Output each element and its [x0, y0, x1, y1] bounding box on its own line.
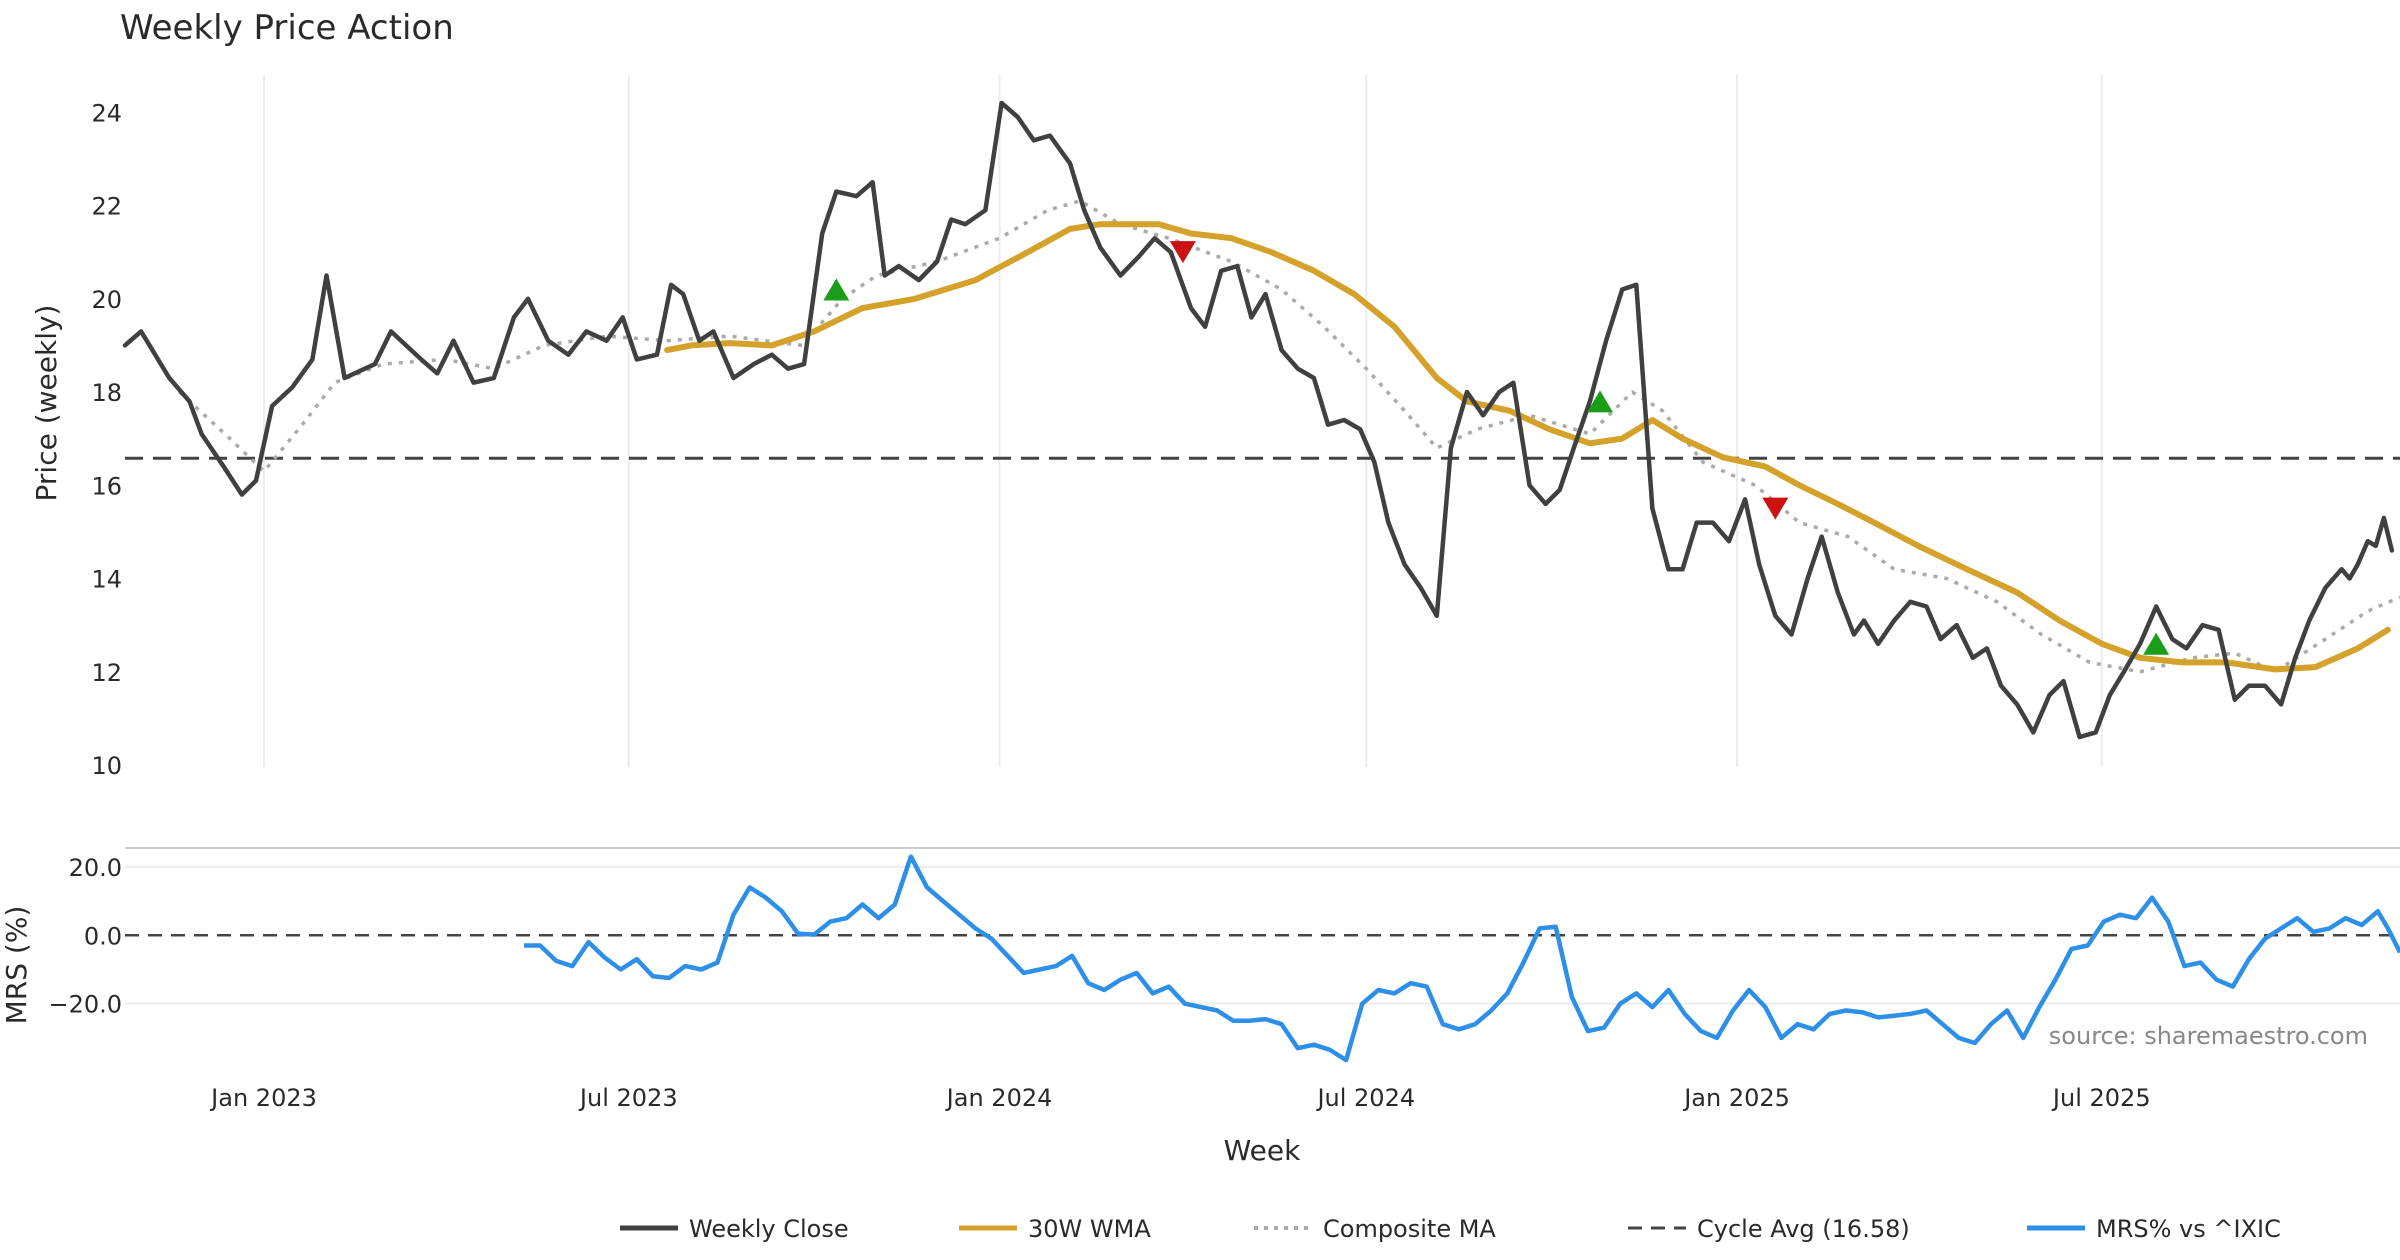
- source-note: source: sharemaestro.com: [2049, 1022, 2368, 1050]
- x-tick-jul-2024: Jul 2024: [1315, 1084, 1415, 1112]
- x-axis-label: Week: [1224, 1134, 1301, 1167]
- mrs-panel-grid: [125, 865, 2400, 1005]
- buy-signal-marker-4: [2143, 632, 2170, 655]
- x-tick-jan-2025: Jan 2025: [1682, 1084, 1790, 1112]
- 30w-wma-line: [664, 221, 2391, 673]
- mrs-series-group: [524, 854, 2400, 1063]
- sell-signal-marker-3: [1762, 497, 1789, 520]
- x-tick-jul-2025: Jul 2025: [2051, 1084, 2151, 1112]
- legend-label-cycle-avg-16-58: Cycle Avg (16.58): [1697, 1215, 1910, 1243]
- x-tick-jan-2023: Jan 2023: [209, 1084, 317, 1112]
- chart-legend: Weekly Close 30W WMA Composite MA Cycle Avg…: [620, 1215, 2281, 1243]
- price-y-tick-14: 14: [91, 566, 122, 594]
- price-y-tick-20: 20: [91, 286, 122, 314]
- buy-signal-marker-2: [1587, 390, 1614, 413]
- price-panel-grid: [263, 75, 2103, 767]
- mrs-y-axis: 20.0 0.0 −20.0: [48, 854, 122, 1019]
- mrs-line: [524, 854, 2400, 1063]
- price-y-tick-16: 16: [91, 472, 122, 500]
- chart-title: Weekly Price Action: [120, 8, 454, 48]
- price-y-tick-12: 12: [91, 659, 122, 687]
- legend-label-30w-wma: 30W WMA: [1028, 1215, 1151, 1243]
- legend-label-weekly-close: Weekly Close: [689, 1215, 849, 1243]
- price-y-axis: 10 12 14 16 18 20 22 24: [91, 99, 122, 780]
- buy-signal-marker-0: [823, 278, 850, 301]
- mrs-y-tick-2: −20.0: [48, 991, 122, 1019]
- composite-ma-line: [178, 199, 2400, 674]
- weekly-close-line: [122, 100, 2395, 740]
- sell-signal-marker-1: [1169, 241, 1196, 264]
- signal-markers: [823, 241, 2170, 655]
- x-axis: Jan 2023 Jul 2023 Jan 2024 Jul 2024 Jan 2025…: [209, 1084, 2150, 1112]
- mrs-y-tick-1: 0.0: [84, 922, 122, 950]
- legend-label-mrs-vs-ixic: MRS% vs ^IXIC: [2096, 1215, 2281, 1243]
- price-y-tick-24: 24: [91, 99, 122, 127]
- x-tick-jul-2023: Jul 2023: [578, 1084, 678, 1112]
- price-series-group: [122, 100, 2400, 740]
- legend-label-composite-ma: Composite MA: [1323, 1215, 1496, 1243]
- price-y-axis-label: Price (weekly): [30, 305, 63, 502]
- mrs-y-tick-0: 20.0: [69, 854, 122, 882]
- price-y-tick-22: 22: [91, 193, 122, 221]
- price-y-tick-18: 18: [91, 379, 122, 407]
- mrs-y-axis-label: MRS (%): [0, 906, 33, 1025]
- price-y-tick-10: 10: [91, 752, 122, 780]
- x-tick-jan-2024: Jan 2024: [945, 1084, 1053, 1112]
